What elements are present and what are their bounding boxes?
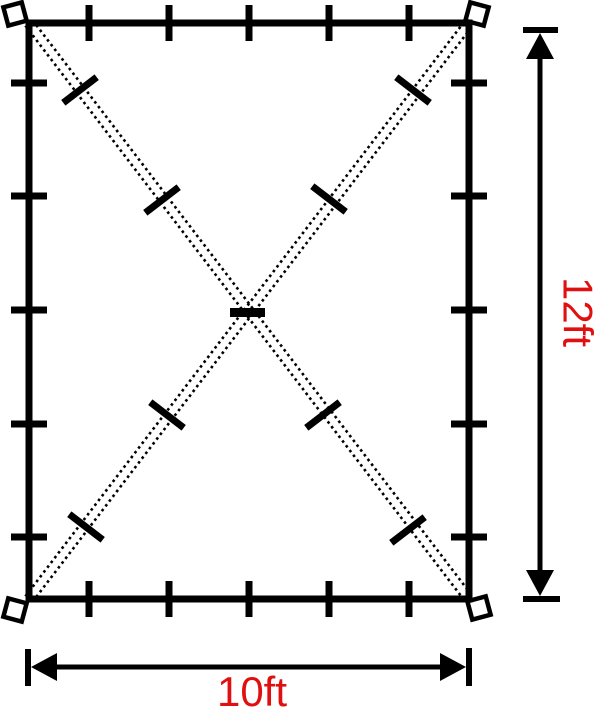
edge-ticks [11,5,487,617]
width-label: 10ft [217,668,287,714]
height-label: 12ft [554,277,601,347]
strap-tick [61,74,99,106]
strap-tick [310,183,348,215]
strap-tick [148,399,186,431]
arrowhead-left-icon [31,653,57,681]
arrowhead-down-icon [526,570,554,596]
strap-tick [67,511,105,543]
corner-loop-bottom-left [0,595,30,625]
corner-loops [0,0,494,625]
arrowhead-right-icon [440,653,466,681]
strap-tick [143,184,181,216]
strap-tick [389,514,427,546]
strap-tick [394,74,432,106]
corner-loop-top-left [0,0,30,29]
strap-ticks [61,74,432,546]
width-dimension-arrow [25,648,472,686]
arrowhead-up-icon [526,33,554,59]
height-dimension-arrow [523,27,560,602]
strap-tick [304,399,342,431]
corner-loop-bottom-right [464,593,494,623]
corner-loop-top-right [462,0,492,29]
